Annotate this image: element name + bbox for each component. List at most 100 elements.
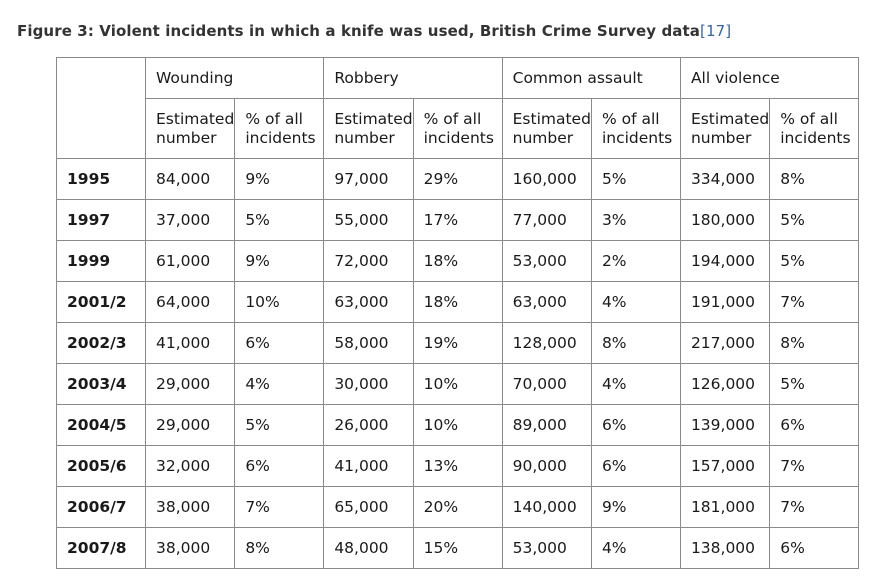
percent-of-incidents-cell: 10%: [412, 363, 503, 405]
table-body: 1995 84,000 9% 97,000 29% 160,000 5% 334,000 8% 1…: [56, 158, 860, 569]
percent-of-incidents-cell: 5%: [590, 158, 681, 200]
percent-of-incidents-cell: 9%: [234, 240, 325, 282]
table-row: 2005/6 32,000 6% 41,000 13% 90,000 6% 157,000 7%: [56, 445, 860, 487]
caption-text: Figure 3: Violent incidents in which a k…: [17, 22, 701, 40]
table-row: 1999 61,000 9% 72,000 18% 53,000 2% 194,000 5%: [56, 240, 860, 282]
percent-of-incidents-cell: 5%: [769, 240, 860, 282]
group-header-robbery: Robbery: [323, 57, 503, 99]
percent-of-incidents-cell: 8%: [234, 527, 325, 569]
estimated-number-cell: 41,000: [144, 322, 236, 364]
reference-link[interactable]: [17]: [700, 22, 732, 40]
row-year-cell: 2004/5: [56, 404, 146, 446]
estimated-number-cell: 138,000: [679, 527, 771, 569]
table-row: 2003/4 29,000 4% 30,000 10% 70,000 4% 126,000 5%: [56, 363, 860, 405]
sub-header-row: Estimated number % of all incidents Esti…: [57, 98, 860, 159]
percent-of-incidents-cell: 5%: [769, 363, 860, 405]
group-header-all-violence: All violence: [679, 57, 860, 99]
percent-of-incidents-cell: 6%: [769, 527, 860, 569]
percent-of-incidents-cell: 6%: [769, 404, 860, 446]
estimated-number-cell: 32,000: [144, 445, 236, 487]
sub-header-label: % of all incidents: [601, 109, 673, 147]
estimated-number-cell: 61,000: [144, 240, 236, 282]
estimated-number-cell: 140,000: [501, 486, 592, 528]
sub-header-label: % of all incidents: [245, 109, 316, 147]
estimated-number-cell: 30,000: [323, 363, 414, 405]
estimated-number-cell: 63,000: [323, 281, 414, 323]
estimated-number-cell: 65,000: [323, 486, 414, 528]
percent-of-incidents-cell: 20%: [412, 486, 503, 528]
estimated-number-cell: 29,000: [144, 404, 236, 446]
estimated-number-cell: 26,000: [323, 404, 414, 446]
percent-of-incidents-cell: 4%: [590, 363, 681, 405]
percent-of-incidents-cell: 10%: [234, 281, 325, 323]
percent-of-incidents-cell: 19%: [412, 322, 503, 364]
percent-of-incidents-cell: 2%: [590, 240, 681, 282]
table-row: 1997 37,000 5% 55,000 17% 77,000 3% 180,000 5%: [56, 199, 860, 241]
sub-header-estimated-number: Estimated number: [144, 98, 236, 159]
table-row: 2001/2 64,000 10% 63,000 18% 63,000 4% 191,000 7…: [56, 281, 860, 323]
percent-of-incidents-cell: 17%: [412, 199, 503, 241]
estimated-number-cell: 160,000: [501, 158, 592, 200]
percent-of-incidents-cell: 5%: [234, 199, 325, 241]
estimated-number-cell: 334,000: [679, 158, 771, 200]
percent-of-incidents-cell: 3%: [590, 199, 681, 241]
table-row: 2004/5 29,000 5% 26,000 10% 89,000 6% 139,000 6%: [56, 404, 860, 446]
percent-of-incidents-cell: 6%: [590, 404, 681, 446]
estimated-number-cell: 157,000: [679, 445, 771, 487]
estimated-number-cell: 139,000: [679, 404, 771, 446]
estimated-number-cell: 217,000: [679, 322, 771, 364]
sub-header-label: Estimated number: [690, 109, 770, 147]
group-header-row: Wounding Robbery Common assault All viol…: [56, 57, 860, 159]
group-header-wounding: Wounding: [144, 57, 325, 99]
row-year-cell: 2006/7: [56, 486, 146, 528]
row-year-cell: 2005/6: [56, 445, 146, 487]
row-year-cell: 1997: [56, 199, 146, 241]
estimated-number-cell: 38,000: [144, 527, 236, 569]
sub-header-estimated-number: Estimated number: [323, 98, 414, 159]
percent-of-incidents-cell: 9%: [234, 158, 325, 200]
percent-of-incidents-cell: 4%: [234, 363, 325, 405]
row-year-cell: 2007/8: [56, 527, 146, 569]
percent-of-incidents-cell: 4%: [590, 281, 681, 323]
row-year-cell: 1995: [56, 158, 146, 200]
percent-of-incidents-cell: 5%: [234, 404, 325, 446]
percent-of-incidents-cell: 9%: [590, 486, 681, 528]
percent-of-incidents-cell: 4%: [590, 527, 681, 569]
sub-header-label: Estimated number: [512, 109, 591, 147]
estimated-number-cell: 191,000: [679, 281, 771, 323]
sub-header-estimated-number: Estimated number: [501, 98, 592, 159]
sub-header-percent-of-incidents: % of all incidents: [590, 98, 681, 159]
estimated-number-cell: 58,000: [323, 322, 414, 364]
percent-of-incidents-cell: 7%: [769, 281, 860, 323]
row-year-cell: 2002/3: [56, 322, 146, 364]
sub-header-label: % of all incidents: [780, 109, 851, 147]
knife-incidents-table: Wounding Robbery Common assault All viol…: [56, 57, 860, 569]
row-year-cell: 2001/2: [56, 281, 146, 323]
table-row: 1995 84,000 9% 97,000 29% 160,000 5% 334,000 8%: [56, 158, 860, 200]
estimated-number-cell: 53,000: [501, 527, 592, 569]
table-row: 2002/3 41,000 6% 58,000 19% 128,000 8% 217,000 8…: [56, 322, 860, 364]
sub-header-percent-of-incidents: % of all incidents: [412, 98, 503, 159]
table-row: 2006/7 38,000 7% 65,000 20% 140,000 9% 181,000 7…: [56, 486, 860, 528]
estimated-number-cell: 194,000: [679, 240, 771, 282]
sub-header-label: Estimated number: [156, 109, 235, 147]
corner-header-cell: [56, 57, 146, 159]
estimated-number-cell: 63,000: [501, 281, 592, 323]
percent-of-incidents-cell: 7%: [769, 445, 860, 487]
row-year-cell: 1999: [56, 240, 146, 282]
estimated-number-cell: 37,000: [144, 199, 236, 241]
percent-of-incidents-cell: 6%: [234, 445, 325, 487]
percent-of-incidents-cell: 7%: [769, 486, 860, 528]
estimated-number-cell: 181,000: [679, 486, 771, 528]
group-header-common-assault: Common assault: [501, 57, 681, 99]
estimated-number-cell: 38,000: [144, 486, 236, 528]
estimated-number-cell: 89,000: [501, 404, 592, 446]
percent-of-incidents-cell: 6%: [590, 445, 681, 487]
percent-of-incidents-cell: 8%: [590, 322, 681, 364]
estimated-number-cell: 53,000: [501, 240, 592, 282]
percent-of-incidents-cell: 7%: [234, 486, 325, 528]
estimated-number-cell: 126,000: [679, 363, 771, 405]
percent-of-incidents-cell: 5%: [769, 199, 860, 241]
estimated-number-cell: 84,000: [144, 158, 236, 200]
sub-header-label: % of all incidents: [423, 109, 494, 147]
